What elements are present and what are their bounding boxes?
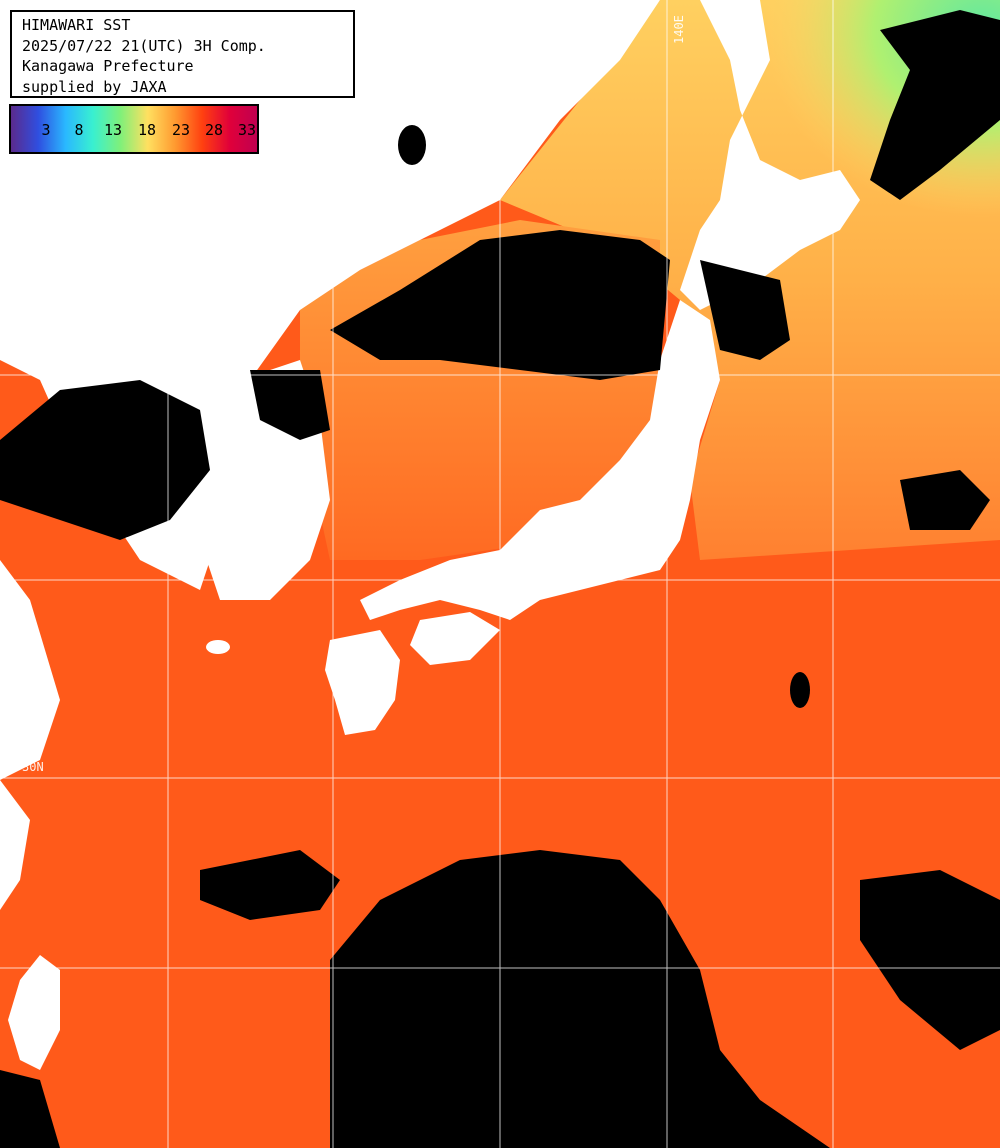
lon-label-right: 140E (672, 15, 686, 44)
colorbar-tick-23: 23 (171, 121, 191, 139)
cloud-southeast (860, 870, 1000, 1050)
cloud-spot-east (790, 672, 810, 708)
colorbar-gradient (11, 106, 257, 152)
cloud-small-north (398, 125, 426, 165)
cloud-tohoku (700, 260, 790, 360)
land-kyushu (325, 630, 400, 735)
lat-label-upper: 40N (22, 352, 44, 366)
info-supplier: supplied by JAXA (22, 77, 167, 96)
info-prefecture: Kanagawa Prefecture (22, 57, 194, 75)
cloud-southwest (0, 1070, 60, 1148)
land-jeju (206, 640, 230, 654)
cloud-korea-north (250, 370, 330, 440)
colorbar-tick-18: 18 (137, 121, 157, 139)
info-box: HIMAWARI SST 2025/07/22 21(UTC) 3H Comp.… (10, 10, 355, 98)
cloud-east (900, 470, 990, 530)
colorbar-tick-28: 28 (204, 121, 224, 139)
info-title: HIMAWARI SST (22, 16, 131, 34)
land-china-coast-south (0, 780, 30, 910)
colorbar-tick-8: 8 (74, 121, 84, 139)
land-honshu (360, 300, 720, 620)
cloud-south-large (330, 850, 830, 1148)
colorbar-tick-3: 3 (41, 121, 51, 139)
cloud-east-china-sea (200, 850, 340, 920)
land-taiwan (8, 955, 60, 1070)
land-shikoku (410, 612, 500, 665)
lat-label-lower: 30N (22, 760, 44, 774)
land-hokkaido (680, 0, 860, 310)
cloud-yellow-sea-north (0, 380, 210, 540)
colorbar-tick-13: 13 (103, 121, 123, 139)
land-china-coast (0, 560, 60, 780)
cloud-northeast (870, 10, 1000, 200)
info-datetime: 2025/07/22 21(UTC) 3H Comp. (22, 36, 266, 55)
colorbar-tick-33: 33 (237, 121, 257, 139)
temperature-colorbar: 3 8 13 18 23 28 33 (9, 104, 259, 154)
